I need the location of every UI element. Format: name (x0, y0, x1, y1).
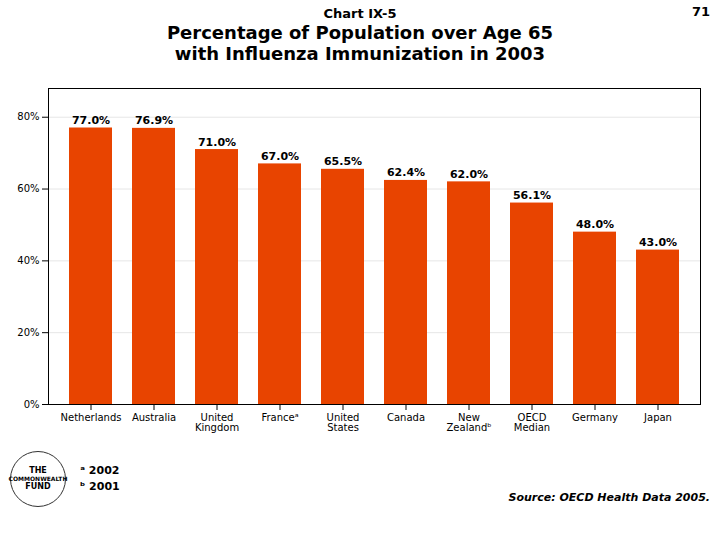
svg-text:Canada: Canada (387, 412, 425, 423)
svg-text:Franceᵃ: Franceᵃ (261, 412, 298, 423)
html-text:Percentage of Population over: Percentage of Population over Age 65 wit… (166, 22, 554, 64)
svg-text:48.0%: 48.0% (576, 219, 614, 232)
svg-text:Australia: Australia (132, 412, 176, 423)
svg-text:40%: 40% (17, 255, 39, 266)
svg-text:67.0%: 67.0% (261, 150, 299, 163)
html-text:Chart IX-5: Chart IX-5 (323, 6, 397, 21)
svg-text:OECDMedian: OECDMedian (514, 412, 550, 433)
svg-text:0%: 0% (24, 399, 40, 410)
html-text:71: 71 (691, 4, 710, 19)
html-text:COMMONWEALTH: COMMONWEALTH (8, 475, 68, 483)
svg-text:77.0%: 77.0% (72, 114, 110, 127)
svg-text:Japan: Japan (643, 412, 672, 423)
html-text:FUND: FUND (25, 481, 51, 491)
svg-text:65.5%: 65.5% (324, 156, 362, 169)
svg-text:20%: 20% (17, 327, 39, 338)
html-text:ᵇ 2001: ᵇ 2001 (80, 480, 120, 494)
html-text:Source: OECD Health Data 2005.: Source: OECD Health Data 2005. (508, 491, 710, 505)
svg-text:60%: 60% (17, 184, 39, 195)
svg-text:62.0%: 62.0% (450, 168, 488, 181)
svg-text:UnitedStates: UnitedStates (327, 412, 360, 433)
svg-text:UnitedKingdom: UnitedKingdom (195, 412, 239, 433)
svg-text:Germany: Germany (572, 412, 618, 423)
html-text:THE: THE (29, 466, 47, 476)
html-text:ᵃ 2002: ᵃ 2002 (80, 463, 120, 477)
svg-text:Netherlands: Netherlands (61, 412, 122, 423)
svg-text:71.0%: 71.0% (198, 136, 236, 149)
svg-text:80%: 80% (17, 112, 39, 123)
svg-text:76.9%: 76.9% (135, 115, 173, 128)
svg-text:NewZealandᵇ: NewZealandᵇ (446, 412, 491, 433)
svg-text:43.0%: 43.0% (639, 236, 677, 249)
svg-text:56.1%: 56.1% (513, 189, 551, 202)
svg-text:62.4%: 62.4% (387, 167, 425, 180)
